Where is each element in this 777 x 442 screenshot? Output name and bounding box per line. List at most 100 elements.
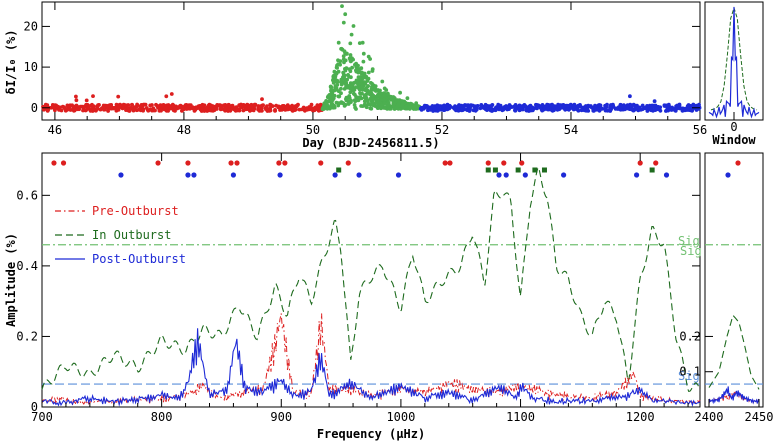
- light-curve-point: [339, 82, 344, 87]
- light-curve-point: [116, 94, 121, 99]
- light-curve-point: [114, 102, 119, 107]
- frequency-marker: [501, 160, 507, 166]
- light-curve-point: [483, 102, 488, 107]
- light-curve-point: [101, 103, 106, 108]
- frequency-marker: [485, 160, 491, 166]
- light-curve-point: [215, 103, 220, 107]
- light-curve-point: [349, 32, 354, 37]
- light-curve-point: [357, 76, 362, 81]
- light-curve-point: [343, 73, 347, 78]
- frequency-marker: [633, 172, 640, 178]
- light-curve-point: [106, 109, 110, 113]
- light-curve-point: [629, 106, 634, 110]
- light-curve-point: [408, 101, 413, 106]
- light-curve-point: [373, 87, 378, 91]
- light-curve-point: [347, 74, 351, 79]
- light-curve-point: [398, 90, 402, 95]
- light-curve-point: [386, 100, 391, 105]
- x-tick-label: 2400: [695, 410, 724, 424]
- light-curve-point: [658, 108, 663, 113]
- y-tick-label: 10: [24, 60, 38, 74]
- zoom-marker: [735, 160, 741, 166]
- y-tick-label: 0.1: [679, 365, 701, 379]
- light-curve-point: [598, 106, 603, 110]
- light-curve-point: [335, 79, 339, 83]
- zoom-line-in-outburst: [708, 314, 760, 390]
- light-curve-point: [375, 98, 380, 102]
- light-curve-point: [371, 93, 376, 98]
- frequency-marker: [118, 172, 124, 178]
- light-curve-point: [380, 79, 385, 84]
- light-curve-point: [341, 101, 346, 106]
- light-curve-point: [513, 108, 518, 113]
- light-curve-point: [102, 107, 107, 112]
- light-curve-point: [635, 105, 639, 110]
- legend-label-post: Post-Outburst: [92, 252, 186, 266]
- light-curve-point: [354, 68, 358, 73]
- light-curve-point: [519, 105, 523, 110]
- light-curve-point: [466, 103, 470, 108]
- light-curve-point: [313, 105, 318, 110]
- light-curve-point: [389, 98, 394, 102]
- window-panel: 0 Window: [704, 1, 764, 147]
- frequency-marker: [282, 160, 288, 166]
- window-function: [708, 6, 760, 120]
- light-curve-point: [357, 67, 362, 71]
- legend: Pre-Outburst In Outburst Post-Outburst: [55, 204, 186, 266]
- light-curve-point: [329, 87, 334, 92]
- light-curve-point: [228, 104, 233, 109]
- light-curve-point: [623, 104, 627, 109]
- light-curve-point: [132, 106, 137, 110]
- light-curve-x-ticks: 46 48 50 52 54 56: [48, 2, 707, 137]
- light-curve-point: [249, 105, 254, 110]
- light-curve-point: [349, 98, 353, 103]
- light-curve-point: [309, 102, 314, 107]
- light-curve-point: [336, 94, 341, 99]
- light-curve-point: [370, 84, 374, 89]
- light-curve-point: [330, 102, 335, 107]
- light-curve-point: [278, 106, 283, 111]
- light-curve-point: [155, 104, 160, 109]
- light-curve-point: [252, 103, 257, 108]
- light-curve-point: [184, 107, 189, 111]
- light-curve-point: [585, 108, 590, 112]
- light-curve-point: [445, 102, 450, 107]
- frequency-marker: [442, 160, 448, 166]
- zoom-y-ticks: 0.1 0.2: [679, 329, 713, 379]
- light-curve-point: [442, 103, 447, 108]
- light-curve-point: [341, 20, 346, 25]
- light-curve-y-ticks: 0 10 20: [24, 19, 700, 115]
- light-curve-point: [579, 108, 584, 113]
- light-curve-point: [204, 106, 209, 111]
- light-curve-point: [148, 107, 153, 112]
- light-curve-point: [348, 53, 353, 57]
- light-curve-point: [620, 104, 624, 109]
- light-curve-point: [141, 108, 146, 113]
- light-curve-point: [354, 61, 358, 66]
- light-curve-point: [379, 106, 384, 110]
- frequency-markers: [51, 160, 670, 178]
- light-curve-point: [105, 103, 109, 108]
- frequency-marker: [155, 160, 161, 166]
- spectrum-line-pre-outburst: [41, 313, 701, 407]
- light-curve-point: [366, 90, 371, 95]
- light-curve-point: [540, 108, 545, 113]
- frequency-marker: [541, 167, 547, 173]
- light-curve-point: [565, 107, 570, 112]
- light-curve-point: [78, 104, 83, 109]
- frequency-marker: [522, 172, 528, 178]
- light-curve-point: [289, 105, 293, 109]
- light-curve-point: [400, 102, 405, 106]
- light-curve-point: [351, 24, 356, 28]
- light-curve-point: [382, 101, 387, 106]
- light-curve-point: [63, 106, 68, 111]
- light-curve-panel: 46 48 50 52 54 56 0 10 20 Day (BJD-2456811.5) δ…: [4, 1, 707, 150]
- light-curve-point: [368, 57, 372, 61]
- light-curve-point: [391, 103, 395, 108]
- light-curve-point: [327, 93, 332, 97]
- light-curve-point: [557, 104, 562, 109]
- light-curve-point: [474, 106, 479, 111]
- light-curve-point: [354, 78, 359, 83]
- sig-label-post-outburst: Sig: [678, 369, 700, 383]
- light-curve-point: [360, 91, 364, 96]
